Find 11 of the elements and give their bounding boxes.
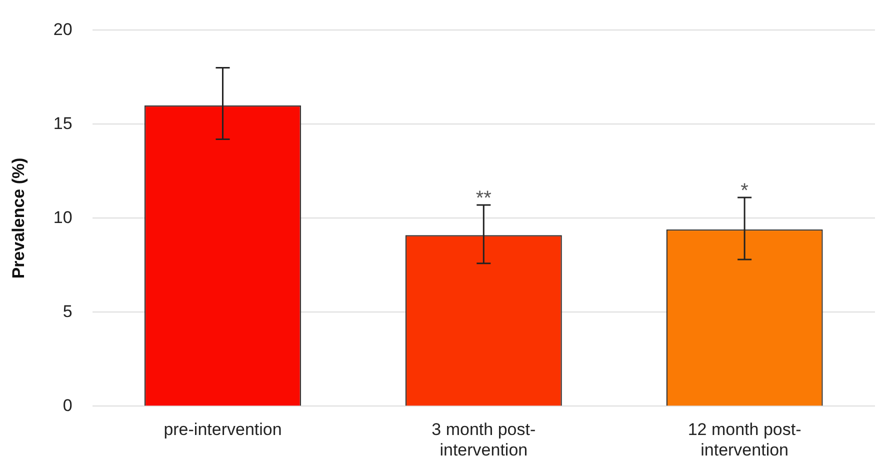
y-tick-label: 15 xyxy=(53,114,72,133)
y-axis-title: Prevalence (%) xyxy=(8,158,28,279)
annotation: * xyxy=(740,180,749,202)
y-tick-label: 20 xyxy=(53,20,72,39)
y-tick-label: 5 xyxy=(62,302,72,321)
y-tick-label: 10 xyxy=(53,208,72,227)
y-tick-label: 0 xyxy=(62,396,72,415)
x-tick-label: 12 month post-intervention xyxy=(688,420,802,460)
x-tick-label: 3 month post-intervention xyxy=(432,420,536,460)
annotation: ** xyxy=(476,188,492,210)
x-tick-label: pre-intervention xyxy=(164,420,282,440)
